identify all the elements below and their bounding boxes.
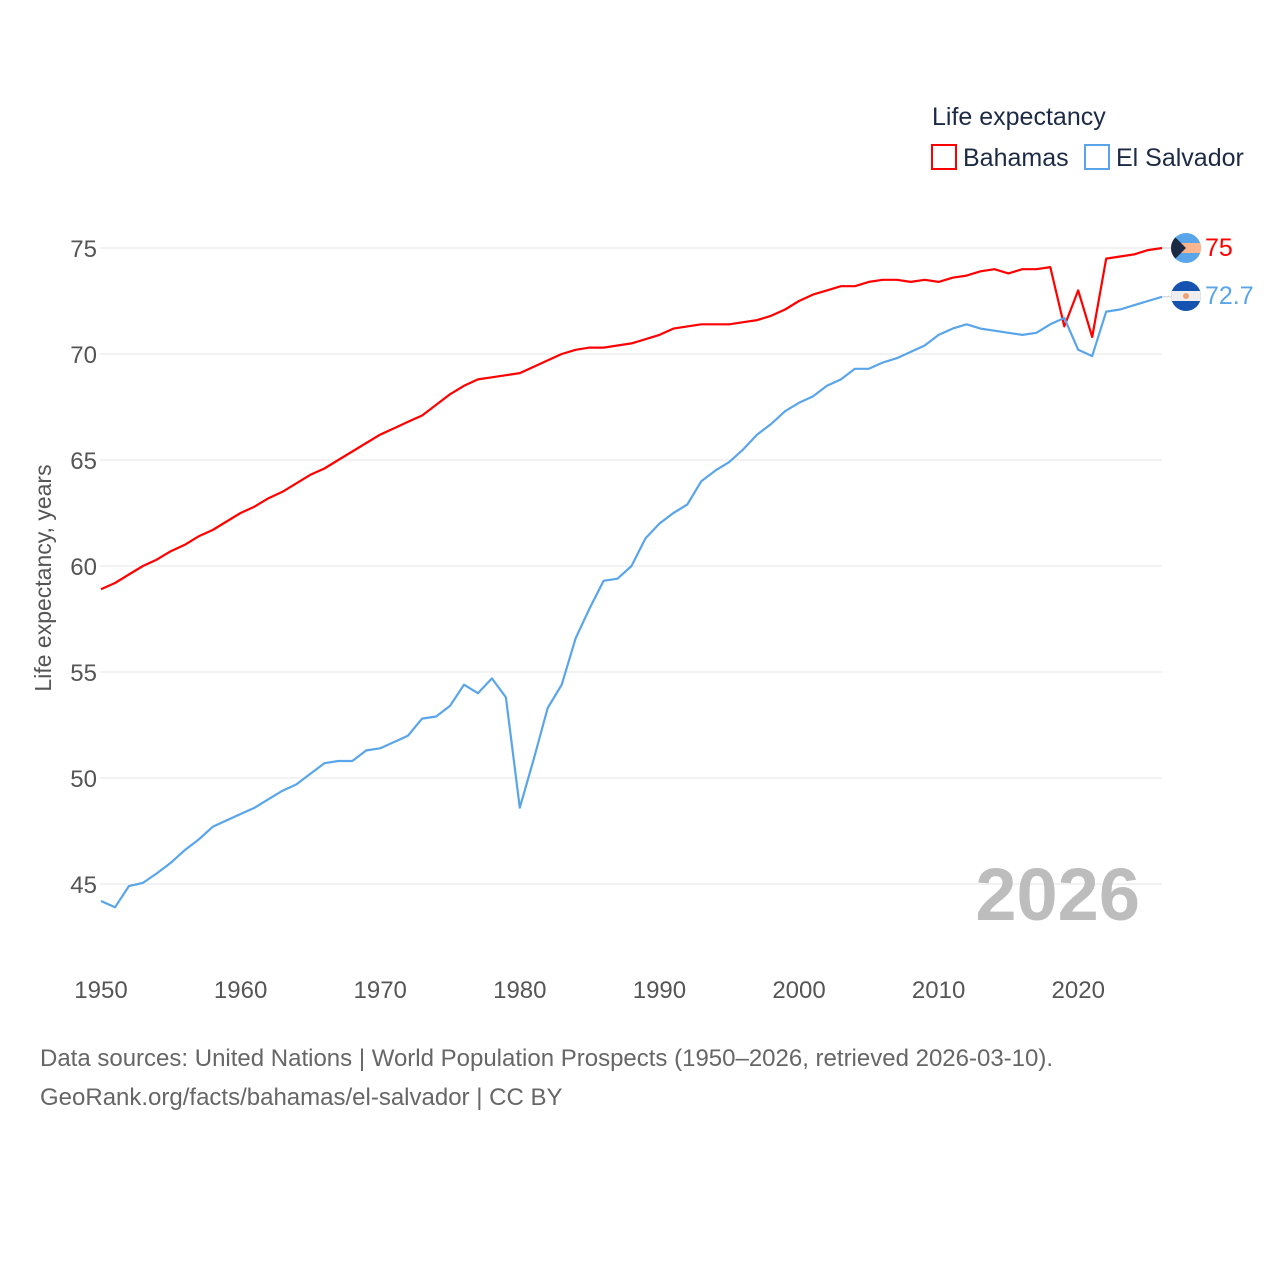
- y-tick-label: 45: [70, 872, 97, 899]
- footer-link[interactable]: GeoRank.org/facts/bahamas/el-salvador | …: [40, 1084, 563, 1111]
- y-tick-label: 50: [70, 766, 97, 793]
- x-tick-label: 2010: [912, 977, 965, 1004]
- legend-swatch-bahamas[interactable]: [931, 144, 957, 170]
- x-axis-ticks: 1950 1960 1970 1980 1990 2000 2010 2020: [74, 977, 1105, 1004]
- x-tick-label: 2020: [1052, 977, 1105, 1004]
- x-tick-label: 1960: [214, 977, 267, 1004]
- y-tick-label: 60: [70, 554, 97, 581]
- el-salvador-flag-icon: [1171, 281, 1201, 311]
- y-tick-label: 75: [70, 236, 97, 263]
- y-tick-label: 70: [70, 342, 97, 369]
- legend-swatch-el-salvador[interactable]: [1084, 144, 1110, 170]
- x-tick-label: 1970: [354, 977, 407, 1004]
- x-tick-label: 2000: [772, 977, 825, 1004]
- y-axis-ticks: 45 50 55 60 65 70 75: [70, 236, 97, 899]
- footer-sources: Data sources: United Nations | World Pop…: [40, 1045, 1054, 1072]
- x-tick-label: 1950: [74, 977, 127, 1004]
- legend: Life expectancy Bahamas El Salvador: [931, 103, 1244, 172]
- bahamas-flag-icon: [1171, 233, 1201, 263]
- series-line-bahamas[interactable]: [100, 246, 1163, 591]
- current-year-label: 2026: [975, 853, 1140, 936]
- x-tick-label: 1980: [493, 977, 546, 1004]
- end-label-el-salvador: 72.7: [1205, 282, 1254, 310]
- legend-label-bahamas[interactable]: Bahamas: [963, 144, 1069, 172]
- gridlines: [100, 247, 1162, 885]
- series-line-el-salvador[interactable]: [100, 295, 1163, 909]
- y-tick-label: 55: [70, 660, 97, 687]
- y-tick-label: 65: [70, 448, 97, 475]
- x-tick-label: 1990: [633, 977, 686, 1004]
- end-label-bahamas: 75: [1205, 234, 1233, 262]
- series-lines: [100, 246, 1171, 909]
- legend-label-el-salvador[interactable]: El Salvador: [1116, 144, 1244, 172]
- legend-title: Life expectancy: [932, 103, 1106, 131]
- y-axis-title: Life expectancy, years: [30, 464, 56, 691]
